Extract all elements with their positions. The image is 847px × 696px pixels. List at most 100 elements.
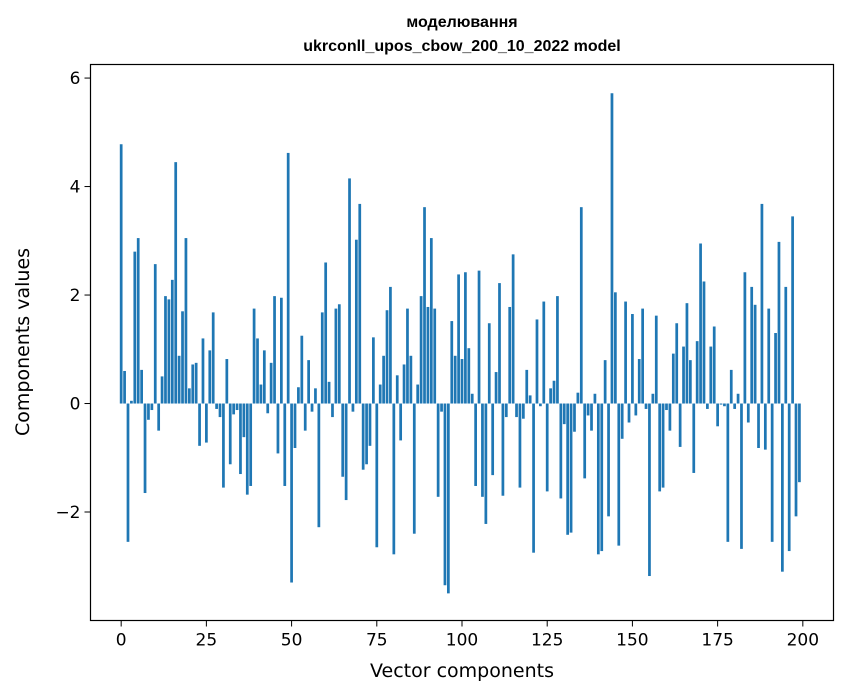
bar-57 <box>314 388 317 404</box>
bar-18 <box>181 311 184 404</box>
bar-5 <box>136 238 140 404</box>
bar-137 <box>586 403 590 416</box>
bar-112 <box>501 403 505 496</box>
bar-178 <box>726 403 730 542</box>
bar-63 <box>334 308 338 404</box>
y-axis-label: Components values <box>12 248 34 436</box>
bar-48 <box>283 403 287 486</box>
bar-151 <box>634 403 638 416</box>
bar-190 <box>767 308 771 404</box>
bar-163 <box>675 323 679 404</box>
bar-132 <box>569 403 573 533</box>
chart-title: моделювання <box>406 14 517 31</box>
bar-96 <box>447 403 450 594</box>
bar-180 <box>733 403 737 409</box>
bar-136 <box>583 403 587 479</box>
bar-36 <box>242 403 246 438</box>
bar-87 <box>416 384 420 404</box>
bar-77 <box>382 355 385 404</box>
bar-80 <box>392 403 396 555</box>
bar-111 <box>498 283 501 404</box>
bar-72 <box>365 403 368 465</box>
bar-156 <box>651 393 655 404</box>
bar-49 <box>286 152 290 404</box>
bar-119 <box>525 369 529 404</box>
bar-101 <box>464 272 467 404</box>
bar-189 <box>763 403 767 450</box>
bar-40 <box>256 338 259 404</box>
bar-42 <box>262 350 266 404</box>
bar-106 <box>481 403 484 497</box>
bar-62 <box>331 403 334 418</box>
bar-146 <box>617 403 621 546</box>
bar-133 <box>573 403 576 432</box>
bar-37 <box>245 403 249 495</box>
bar-170 <box>699 243 702 404</box>
y-tick-label-0: 0 <box>70 395 81 415</box>
bar-26 <box>208 350 212 404</box>
bar-55 <box>307 360 310 404</box>
bar-52 <box>297 387 300 404</box>
bar-6 <box>140 369 143 404</box>
bar-197 <box>791 216 794 404</box>
bar-9 <box>150 403 154 411</box>
x-axis-label: Vector components <box>370 660 554 682</box>
bar-38 <box>249 403 253 486</box>
bar-46 <box>276 403 280 454</box>
bar-118 <box>521 403 525 419</box>
bar-92 <box>433 308 437 404</box>
bar-114 <box>508 306 512 404</box>
bar-139 <box>593 393 597 404</box>
bar-11 <box>157 403 161 431</box>
bar-152 <box>637 359 641 404</box>
y-axis-ticks: −2 0 2 4 6 <box>55 69 91 523</box>
bar-82 <box>399 403 403 441</box>
bar-59 <box>320 312 324 404</box>
x-axis-ticks: 0 25 50 75 100 125 150 175 200 <box>116 620 819 651</box>
bar-51 <box>293 403 297 448</box>
bar-183 <box>743 272 747 404</box>
bar-173 <box>709 346 713 404</box>
bar-157 <box>654 315 658 404</box>
bar-32 <box>228 403 232 465</box>
bar-176 <box>719 403 723 405</box>
bar-145 <box>614 292 617 404</box>
bar-45 <box>273 296 276 404</box>
bar-149 <box>627 403 631 423</box>
bar-123 <box>539 403 542 407</box>
bar-193 <box>777 241 781 404</box>
bar-188 <box>760 203 764 404</box>
bar-116 <box>515 403 518 418</box>
bar-129 <box>559 403 563 499</box>
bar-159 <box>661 403 665 488</box>
bar-22 <box>194 362 198 404</box>
bar-68 <box>351 403 355 412</box>
bar-168 <box>692 403 696 473</box>
bar-154 <box>644 403 648 409</box>
bar-177 <box>723 403 726 407</box>
bar-23 <box>198 403 201 446</box>
bar-20 <box>187 388 191 404</box>
bar-109 <box>491 403 495 476</box>
bar-84 <box>406 308 409 404</box>
bar-194 <box>781 403 784 572</box>
bar-14 <box>167 299 171 404</box>
bar-161 <box>668 403 672 431</box>
bar-30 <box>222 403 225 488</box>
bar-108 <box>487 323 491 404</box>
bar-110 <box>494 372 498 404</box>
bar-24 <box>201 338 205 404</box>
bar-44 <box>269 362 273 404</box>
bar-124 <box>542 301 546 404</box>
bar-58 <box>317 403 321 528</box>
bar-69 <box>354 239 358 404</box>
bar-143 <box>607 403 610 517</box>
bar-182 <box>740 403 743 549</box>
y-tick-label-2: 2 <box>70 286 81 306</box>
bar-144 <box>610 93 614 404</box>
x-tick-label-150: 150 <box>616 631 648 651</box>
bar-141 <box>600 403 604 552</box>
x-tick-label-100: 100 <box>446 631 478 651</box>
bar-130 <box>562 403 566 425</box>
